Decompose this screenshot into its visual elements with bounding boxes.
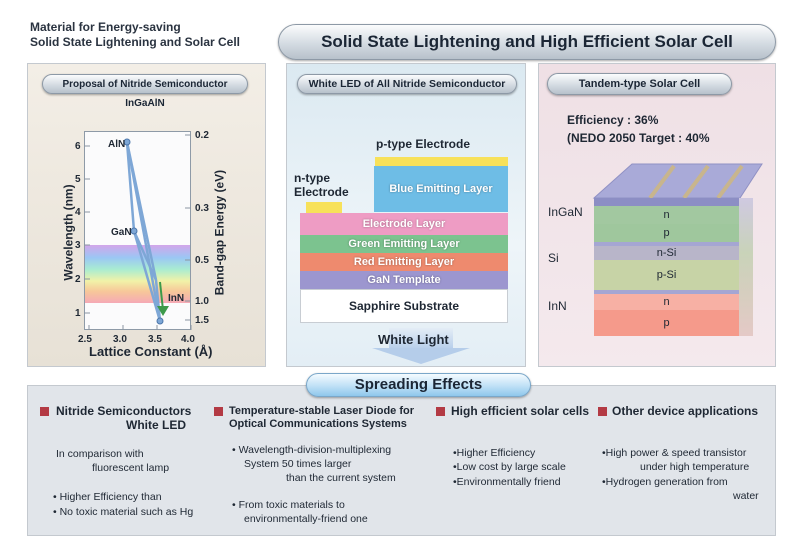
x-axis-label: Lattice Constant (Å) (89, 344, 213, 359)
p-electrode-pad (375, 157, 508, 166)
green-emitting-layer: Green Emitting Layer (300, 235, 508, 253)
label-aln: AlN (108, 139, 126, 150)
n-electrode-label-line2: Electrode (294, 185, 349, 199)
col1-bullet1: • Higher Efficiency than (53, 491, 162, 503)
white-light-arrow-shaft (389, 328, 453, 350)
col4-head: Other device applications (612, 404, 759, 418)
y-left-tick-6: 6 (75, 141, 81, 152)
visible-spectrum-band (85, 245, 190, 303)
efficiency-text: Efficiency : 36% (567, 113, 659, 127)
col3-b2: •Low cost by large scale (453, 461, 566, 473)
electrode-layer: Electrode Layer (300, 213, 508, 235)
tandem-inn-p-layer: p (594, 310, 739, 336)
y-left-tick-4: 4 (75, 207, 81, 218)
label-inn-cell: InN (548, 299, 567, 313)
label-gan: GaN (111, 227, 132, 238)
col1-bullet2: • No toxic material such as Hg (53, 506, 194, 518)
x-tick-3-5: 3.5 (148, 334, 162, 345)
blue-emitting-layer: Blue Emitting Layer (374, 166, 508, 212)
y-left-tick-2: 2 (75, 274, 81, 285)
left-title-line1: Material for Energy-saving (30, 20, 181, 34)
y-left-axis-label: Wavelength (nm) (61, 184, 76, 281)
col4-b1-line2: under high temperature (640, 461, 750, 473)
bullet-square-col3 (436, 407, 445, 416)
label-ingan: InGaN (548, 205, 583, 219)
col4-b2-line1: •Hydrogen generation from (602, 476, 728, 488)
bullet-square-col1 (40, 407, 49, 416)
label-inn: InN (168, 293, 185, 304)
x-tick-3-0: 3.0 (113, 334, 127, 345)
y-right-tick-0-2: 0.2 (195, 130, 209, 141)
tandem-tunnel-layer-2 (594, 290, 739, 294)
bullet-square-col4 (598, 407, 607, 416)
tandem-ingan-p-layer: p (594, 224, 739, 242)
chart-axis-ticks (84, 134, 192, 330)
col1-intro-line2: fluorescent lamp (92, 462, 170, 474)
col2-head-line1: Temperature-stable Laser Diode for (229, 405, 415, 417)
n-electrode-label-line1: n-type (294, 171, 330, 185)
col3-b3: •Environmentally friend (453, 476, 561, 488)
panel-right-title: Tandem-type Solar Cell (547, 73, 732, 95)
red-emitting-layer: Red Emitting Layer (300, 253, 508, 271)
composition-arrowhead (157, 306, 169, 316)
spreading-effects-title: Spreading Effects (306, 373, 531, 397)
tandem-ingan-n-layer: n (594, 206, 739, 224)
y-right-tick-1-5: 1.5 (195, 315, 209, 326)
y-right-axis-label: Band-gap Energy (eV) (212, 169, 227, 296)
n-electrode-pad (306, 202, 342, 213)
col1-head-line2: White LED (126, 418, 186, 432)
x-tick-2-5: 2.5 (78, 334, 92, 345)
tandem-side-face (739, 198, 753, 336)
col2-b2-line1: • From toxic materials to (232, 499, 345, 511)
col2-head-line2: Optical Communications Systems (229, 418, 407, 430)
point-aln (123, 138, 131, 146)
y-left-tick-1: 1 (75, 308, 81, 319)
label-si: Si (548, 251, 559, 265)
left-title-line2: Solid State Lightening and Solar Cell (30, 35, 241, 49)
y-left-tick-5: 5 (75, 174, 81, 185)
col3-b1: •Higher Efficiency (453, 447, 536, 459)
tandem-tunnel-layer-1 (594, 242, 739, 246)
col2-b1-line3: than the current system (286, 472, 396, 484)
tandem-p-si-layer: p-Si (594, 260, 739, 290)
sapphire-substrate: Sapphire Substrate (300, 289, 508, 323)
white-light-label: White Light (378, 332, 449, 347)
col4-b2-line2: water (733, 490, 759, 502)
col2-b1-line1: • Wavelength-division-multiplexing (232, 444, 392, 456)
tandem-n-si-layer: n-Si (594, 246, 739, 260)
white-light-arrow-head (372, 348, 470, 364)
x-tick-4-0: 4.0 (181, 334, 195, 345)
y-right-tick-1-0: 1.0 (195, 296, 209, 307)
solar-cell-top-face (592, 163, 763, 200)
composition-arrow-shaft (159, 281, 164, 311)
col4-b1-line1: •High power & speed transistor (602, 447, 747, 459)
p-electrode-label: p-type Electrode (376, 137, 471, 151)
target-text: (NEDO 2050 Target : 40% (567, 131, 710, 145)
main-title: Solid State Lightening and High Efficien… (278, 24, 776, 60)
gan-template-layer: GaN Template (300, 271, 508, 289)
alloy-curves (125, 141, 162, 322)
tandem-inn-n-layer: n (594, 294, 739, 310)
y-right-tick-0-3: 0.3 (195, 203, 209, 214)
panel-middle-title: White LED of All Nitride Semiconductor (297, 74, 517, 94)
y-left-tick-3: 3 (75, 240, 81, 251)
point-inn (156, 317, 164, 325)
col2-b2-line2: environmentally-friend one (244, 513, 368, 525)
spreading-effects-panel (27, 385, 776, 536)
point-gan (130, 227, 138, 235)
bullet-square-col2 (214, 407, 223, 416)
col3-head: High efficient solar cells (451, 404, 590, 418)
col1-head-line1: Nitride Semiconductors (56, 404, 192, 418)
panel-left-title: Proposal of Nitride Semiconductor InGaAl… (42, 74, 248, 109)
col2-b1-line2: System 50 times larger (244, 458, 352, 470)
tandem-top-contact-layer (594, 198, 739, 206)
col1-intro-line1: In comparison with (56, 448, 144, 460)
y-right-tick-0-5: 0.5 (195, 255, 209, 266)
